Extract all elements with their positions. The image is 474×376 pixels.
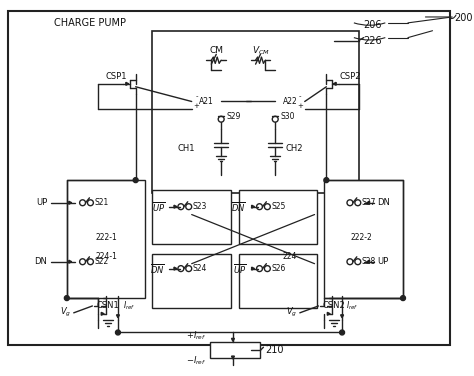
Circle shape — [186, 204, 191, 210]
Bar — [152, 254, 231, 308]
Text: $\overline{DN}$: $\overline{DN}$ — [150, 262, 165, 276]
Circle shape — [178, 266, 184, 271]
Text: CH2: CH2 — [285, 144, 302, 153]
Polygon shape — [231, 338, 235, 341]
Text: $\overline{UP}$: $\overline{UP}$ — [152, 200, 165, 214]
Circle shape — [264, 204, 270, 210]
Text: CSN2: CSN2 — [323, 302, 346, 311]
Text: $V_g$: $V_g$ — [286, 306, 297, 319]
Text: S26: S26 — [271, 264, 286, 273]
Polygon shape — [174, 267, 177, 270]
Polygon shape — [367, 260, 370, 263]
Text: +: + — [297, 103, 303, 109]
Text: S23: S23 — [192, 202, 207, 211]
Circle shape — [401, 296, 405, 300]
Text: $V_g$: $V_g$ — [60, 306, 71, 319]
Text: S28: S28 — [362, 257, 376, 266]
Text: 222-1: 222-1 — [95, 233, 117, 242]
Bar — [239, 254, 318, 308]
Polygon shape — [101, 312, 104, 315]
Text: $V_{CM}$: $V_{CM}$ — [252, 44, 269, 57]
Text: 206: 206 — [364, 20, 382, 30]
Bar — [152, 31, 359, 193]
Text: $\overline{DN}$: $\overline{DN}$ — [231, 200, 246, 214]
Polygon shape — [367, 201, 370, 204]
Text: 224: 224 — [283, 252, 297, 261]
Circle shape — [339, 330, 345, 335]
Text: -: - — [299, 94, 301, 100]
Polygon shape — [117, 315, 119, 318]
Polygon shape — [328, 312, 330, 315]
Polygon shape — [174, 205, 177, 208]
Text: A22: A22 — [283, 97, 297, 106]
Polygon shape — [231, 356, 235, 359]
Circle shape — [64, 296, 69, 300]
Text: 210: 210 — [265, 345, 284, 355]
Text: $-I_{ref}$: $-I_{ref}$ — [186, 355, 206, 367]
Circle shape — [116, 330, 120, 335]
Text: S25: S25 — [271, 202, 286, 211]
Text: CHARGE PUMP: CHARGE PUMP — [54, 18, 126, 28]
Text: CSN1: CSN1 — [97, 302, 119, 311]
Text: $I_{ref}$: $I_{ref}$ — [346, 300, 358, 312]
Circle shape — [256, 204, 263, 210]
Circle shape — [264, 266, 270, 271]
Circle shape — [80, 200, 85, 206]
Polygon shape — [252, 267, 255, 270]
Circle shape — [186, 266, 191, 271]
Polygon shape — [333, 82, 336, 85]
Text: S24: S24 — [192, 264, 207, 273]
Bar — [152, 190, 231, 244]
Circle shape — [347, 259, 353, 265]
Text: A21: A21 — [199, 97, 214, 106]
Text: S27: S27 — [362, 198, 376, 207]
Circle shape — [355, 259, 361, 265]
Text: 226: 226 — [364, 36, 383, 45]
Text: 200: 200 — [454, 13, 473, 23]
Text: $I_{ref}$: $I_{ref}$ — [123, 300, 135, 312]
Text: CH1: CH1 — [177, 144, 195, 153]
Circle shape — [324, 178, 329, 183]
Text: S30: S30 — [280, 112, 295, 121]
Text: DN: DN — [377, 198, 390, 207]
Circle shape — [133, 178, 138, 183]
Circle shape — [88, 259, 93, 265]
Polygon shape — [191, 263, 221, 286]
Bar — [239, 190, 318, 244]
Circle shape — [256, 266, 263, 271]
Text: CSP2: CSP2 — [339, 73, 361, 82]
Text: UP: UP — [377, 257, 389, 266]
Text: -: - — [195, 94, 198, 100]
Circle shape — [80, 259, 85, 265]
Bar — [67, 180, 146, 298]
Circle shape — [347, 200, 353, 206]
Circle shape — [355, 200, 361, 206]
Circle shape — [272, 116, 278, 122]
Polygon shape — [341, 315, 344, 318]
Circle shape — [88, 200, 93, 206]
Bar — [210, 342, 259, 358]
Circle shape — [218, 116, 224, 122]
Text: $\overline{UP}$: $\overline{UP}$ — [233, 262, 246, 276]
Polygon shape — [252, 205, 255, 208]
Text: S21: S21 — [94, 198, 109, 207]
Text: S22: S22 — [94, 257, 109, 266]
Circle shape — [178, 204, 184, 210]
Polygon shape — [69, 260, 72, 263]
Text: S29: S29 — [226, 112, 240, 121]
Text: CSP1: CSP1 — [105, 73, 127, 82]
Bar — [324, 180, 403, 298]
Text: CM: CM — [209, 46, 223, 55]
Polygon shape — [69, 201, 72, 204]
Polygon shape — [275, 263, 305, 286]
Text: $+I_{ref}$: $+I_{ref}$ — [186, 329, 206, 342]
Polygon shape — [126, 82, 129, 85]
Text: 222-2: 222-2 — [351, 233, 373, 242]
Text: +: + — [194, 103, 200, 109]
Text: UP: UP — [36, 198, 47, 207]
Text: 224-1: 224-1 — [95, 252, 117, 261]
Text: DN: DN — [34, 257, 47, 266]
